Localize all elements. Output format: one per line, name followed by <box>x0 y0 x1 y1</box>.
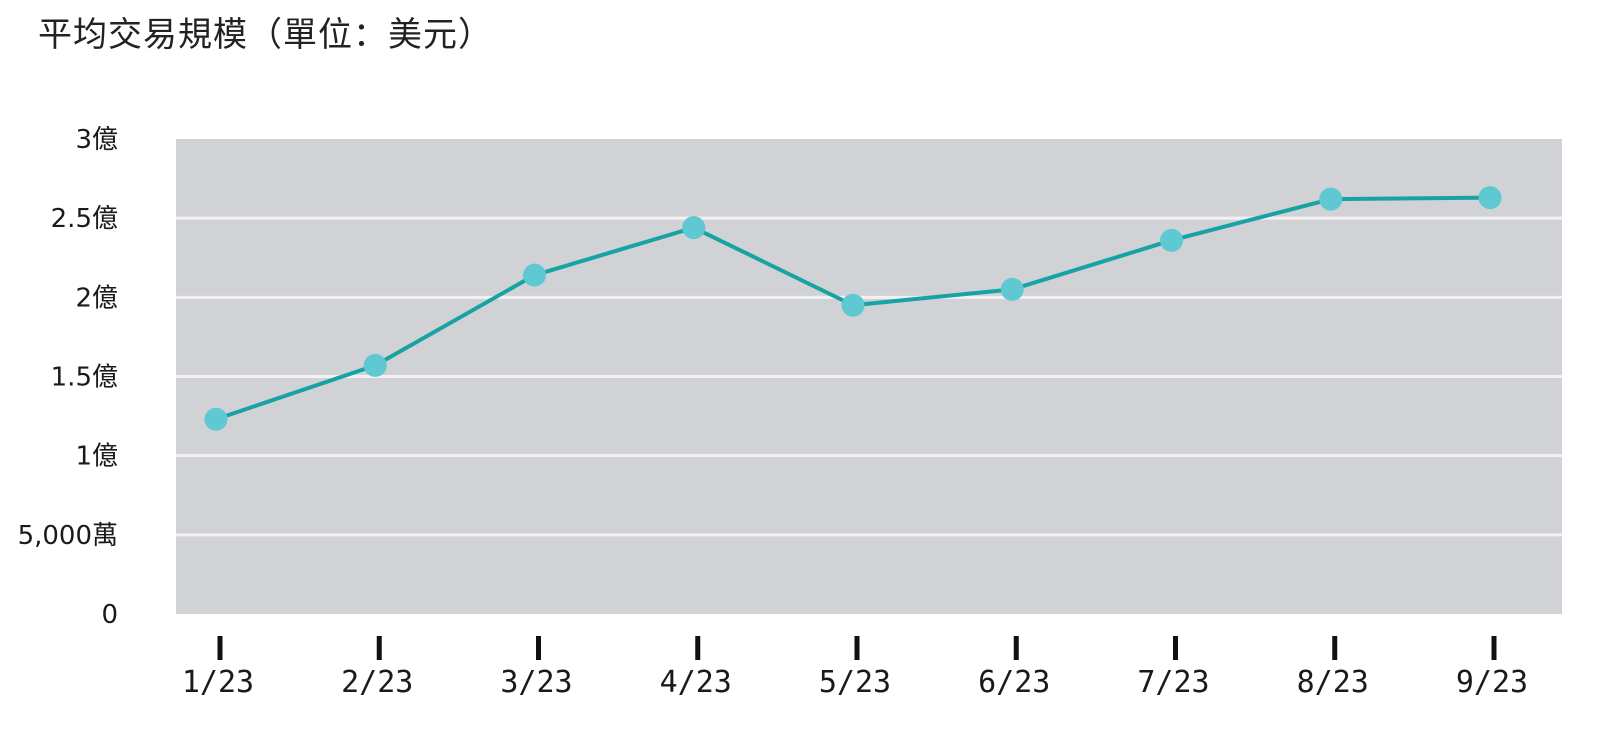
data-point <box>204 407 228 431</box>
data-point <box>523 263 546 287</box>
x-tick-label: 5/23 <box>819 665 891 700</box>
chart-title: 平均交易規模（單位：美元） <box>38 15 493 55</box>
data-point <box>1160 228 1183 252</box>
data-point <box>1319 187 1343 211</box>
x-tick-label: 4/23 <box>660 665 732 700</box>
y-tick-label: 2.5億 <box>51 204 118 234</box>
x-tick-label: 6/23 <box>978 665 1050 700</box>
x-tick-label: 8/23 <box>1297 665 1369 700</box>
data-point <box>363 353 387 377</box>
data-points <box>204 186 1502 431</box>
y-tick-label: 2億 <box>75 283 118 313</box>
data-point <box>1000 277 1024 301</box>
y-tick-label: 3億 <box>75 125 118 155</box>
y-tick-label: 0 <box>101 600 118 630</box>
data-point <box>1478 186 1502 210</box>
gridlines <box>176 216 1562 537</box>
x-axis: 1/23 2/23 3/23 4/23 5/23 6/23 7/23 8/23 9/23 <box>182 636 1528 700</box>
data-point <box>841 293 865 317</box>
y-tick-label: 1.5億 <box>51 363 118 393</box>
data-point <box>682 216 706 240</box>
y-tick-label: 1億 <box>75 442 118 472</box>
y-tick-label: 5,000萬 <box>18 521 118 551</box>
x-tick-label: 9/23 <box>1456 665 1528 700</box>
x-tick-label: 7/23 <box>1137 665 1209 700</box>
x-tick-label: 2/23 <box>341 665 413 700</box>
x-tick-label: 3/23 <box>500 665 572 700</box>
y-axis: 0 5,000萬 1億 1.5億 2億 2.5億 3億 <box>18 125 118 630</box>
x-tick-label: 1/23 <box>182 665 254 700</box>
